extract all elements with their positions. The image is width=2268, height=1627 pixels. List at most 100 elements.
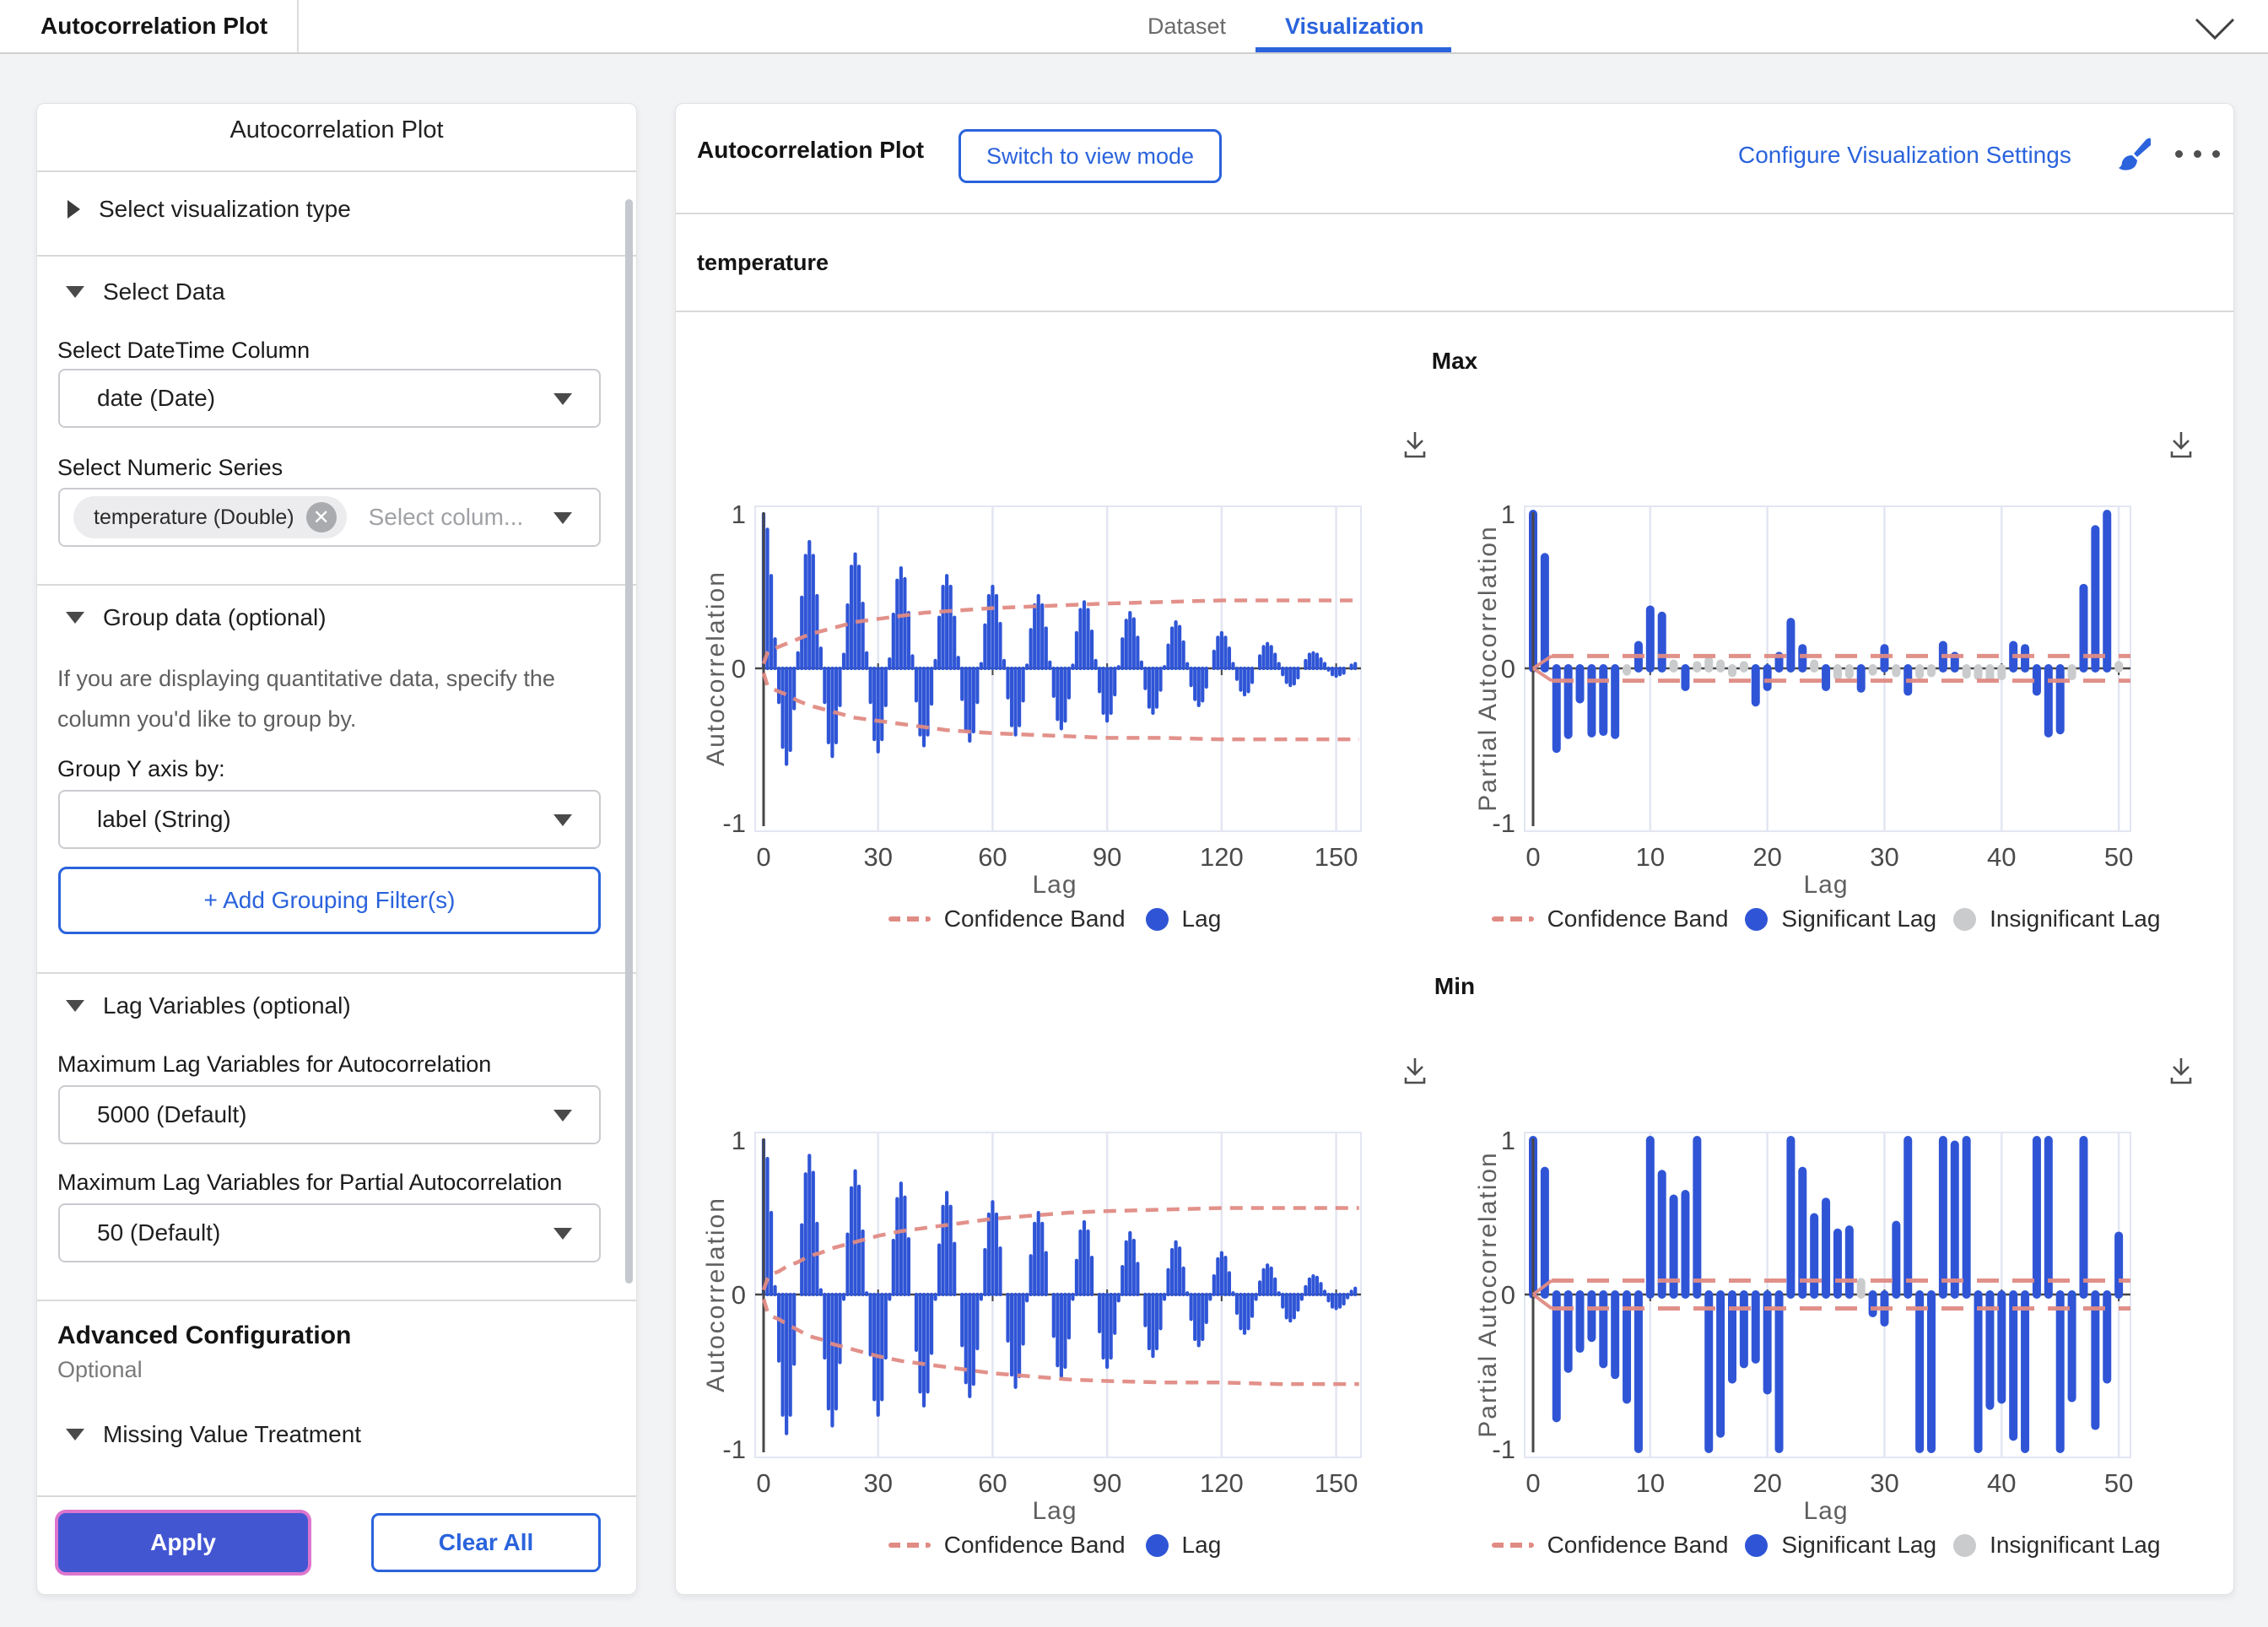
apply-button[interactable]: Apply bbox=[58, 1513, 308, 1572]
x-axis-title: Lag bbox=[1032, 871, 1077, 899]
svg-text:50: 50 bbox=[2104, 842, 2133, 872]
clear-all-button[interactable]: Clear All bbox=[371, 1513, 601, 1572]
svg-text:90: 90 bbox=[1093, 842, 1121, 872]
group-title-max: Max bbox=[1431, 348, 1478, 374]
tab-dataset[interactable]: Dataset bbox=[1148, 0, 1226, 52]
section-group-data[interactable]: Group data (optional) bbox=[66, 604, 327, 631]
svg-text:1: 1 bbox=[1501, 500, 1515, 529]
divider bbox=[37, 170, 636, 172]
section-label: Group data (optional) bbox=[103, 604, 327, 630]
tab-dataset-label: Dataset bbox=[1148, 13, 1227, 39]
insignificant-lag-swatch bbox=[1953, 1533, 1977, 1557]
config-panel-title: Autocorrelation Plot bbox=[230, 116, 444, 143]
svg-text:30: 30 bbox=[863, 842, 892, 872]
svg-text:30: 30 bbox=[1870, 1468, 1898, 1498]
svg-text:0: 0 bbox=[1526, 1468, 1540, 1498]
section-select-data[interactable]: Select Data bbox=[66, 278, 225, 305]
svg-text:10: 10 bbox=[1636, 1468, 1665, 1498]
advanced-configuration-subtitle: Optional bbox=[57, 1357, 143, 1382]
svg-text:30: 30 bbox=[863, 1468, 892, 1498]
min-autocorrelation-chart: 1 0 -1 0 30 60 90 120 150 bbox=[722, 1126, 1362, 1498]
chevron-down-icon bbox=[66, 612, 84, 624]
svg-text:0: 0 bbox=[1526, 842, 1540, 872]
switch-to-view-mode-button[interactable]: Switch to view mode bbox=[958, 129, 1222, 183]
series-placeholder: Select colum... bbox=[368, 504, 524, 530]
section-label: Missing Value Treatment bbox=[103, 1421, 362, 1447]
caret-down-icon bbox=[554, 814, 572, 826]
download-icon[interactable] bbox=[2165, 1055, 2197, 1087]
series-chip: temperature (Double) ✕ bbox=[73, 496, 347, 538]
download-icon[interactable] bbox=[2165, 429, 2197, 461]
svg-text:150: 150 bbox=[1315, 1468, 1358, 1498]
chevron-down-icon[interactable] bbox=[2192, 12, 2238, 44]
caret-down-icon bbox=[554, 393, 572, 405]
min-partial-autocorrelation-chart: 10-10 10 20 30 40 50 bbox=[1492, 1126, 2133, 1498]
chevron-down-icon bbox=[66, 286, 84, 298]
topbar-divider bbox=[297, 0, 299, 52]
add-grouping-filter-button[interactable]: + Add Grouping Filter(s) bbox=[58, 867, 601, 934]
svg-text:0: 0 bbox=[756, 842, 770, 872]
lag-swatch bbox=[1145, 1533, 1169, 1557]
svg-text:0: 0 bbox=[756, 1468, 770, 1498]
tab-visualization[interactable]: Visualization bbox=[1285, 0, 1424, 52]
svg-text:150: 150 bbox=[1315, 842, 1358, 872]
svg-text:20: 20 bbox=[1752, 1468, 1781, 1498]
chevron-down-icon bbox=[66, 1000, 84, 1012]
section-label: Select Data bbox=[103, 278, 225, 305]
visualization-title: Autocorrelation Plot bbox=[697, 137, 925, 163]
svg-text:120: 120 bbox=[1200, 842, 1244, 872]
tab-visualization-label: Visualization bbox=[1285, 13, 1424, 39]
confidence-band-swatch bbox=[888, 916, 931, 922]
chevron-right-icon bbox=[68, 200, 80, 219]
max-lag-pacf-select[interactable]: 50 (Default) bbox=[58, 1203, 601, 1262]
chart-legend: Confidence Band Significant Lag Insignif… bbox=[1446, 905, 2206, 932]
chart-legend: Confidence Band Lag bbox=[759, 1532, 1350, 1559]
chart-legend: Confidence Band Significant Lag Insignif… bbox=[1446, 1532, 2206, 1559]
series-chip-label: temperature (Double) bbox=[94, 505, 294, 529]
close-circle-icon[interactable]: ✕ bbox=[305, 502, 337, 532]
sidebar-scrollbar[interactable] bbox=[625, 199, 633, 1284]
confidence-band-swatch bbox=[1491, 1543, 1534, 1548]
svg-text:-1: -1 bbox=[1492, 1435, 1515, 1464]
svg-text:60: 60 bbox=[978, 842, 1007, 872]
group-y-axis-select[interactable]: label (String) bbox=[58, 790, 601, 849]
configure-visualization-settings-link[interactable]: Configure Visualization Settings bbox=[1738, 142, 2071, 168]
svg-text:0: 0 bbox=[1501, 654, 1515, 684]
section-select-visualization-type[interactable]: Select visualization type bbox=[68, 196, 351, 223]
divider bbox=[676, 213, 2233, 214]
divider bbox=[676, 311, 2233, 312]
svg-text:0: 0 bbox=[732, 654, 746, 684]
paintbrush-icon[interactable] bbox=[2114, 137, 2151, 174]
caret-down-icon bbox=[554, 1110, 572, 1122]
svg-text:120: 120 bbox=[1200, 1468, 1244, 1498]
divider bbox=[37, 584, 636, 586]
svg-text:40: 40 bbox=[1987, 842, 2016, 872]
svg-text:1: 1 bbox=[732, 500, 746, 529]
x-axis-title: Lag bbox=[1032, 1497, 1077, 1525]
more-options-button[interactable] bbox=[2175, 150, 2220, 158]
datetime-column-select[interactable]: date (Date) bbox=[58, 369, 601, 428]
datetime-column-label: Select DateTime Column bbox=[57, 338, 310, 363]
insignificant-lag-swatch bbox=[1953, 907, 1977, 931]
confidence-band-swatch bbox=[1491, 916, 1534, 922]
group-y-axis-label: Group Y axis by: bbox=[57, 756, 225, 781]
window-title: Autocorrelation Plot bbox=[40, 13, 268, 39]
significant-lag-swatch bbox=[1745, 1533, 1768, 1557]
top-bar: Autocorrelation Plot Dataset Visualizati… bbox=[0, 0, 2268, 54]
svg-text:60: 60 bbox=[978, 1468, 1007, 1498]
max-lag-acf-label: Maximum Lag Variables for Autocorrelatio… bbox=[57, 1051, 492, 1077]
section-lag-variables[interactable]: Lag Variables (optional) bbox=[66, 992, 351, 1019]
chevron-down-icon bbox=[66, 1429, 84, 1441]
max-lag-acf-select[interactable]: 5000 (Default) bbox=[58, 1085, 601, 1144]
download-icon[interactable] bbox=[1399, 429, 1431, 461]
download-icon[interactable] bbox=[1399, 1055, 1431, 1087]
numeric-series-select[interactable]: temperature (Double) ✕ Select colum... bbox=[58, 488, 601, 547]
section-missing-value-treatment[interactable]: Missing Value Treatment bbox=[66, 1421, 361, 1448]
divider bbox=[37, 1300, 636, 1301]
max-lag-pacf-label: Maximum Lag Variables for Partial Autoco… bbox=[57, 1170, 563, 1195]
datetime-column-value: date (Date) bbox=[97, 385, 216, 411]
chart-legend: Confidence Band Lag bbox=[759, 905, 1350, 932]
divider bbox=[37, 972, 636, 974]
config-panel bbox=[36, 103, 637, 1595]
